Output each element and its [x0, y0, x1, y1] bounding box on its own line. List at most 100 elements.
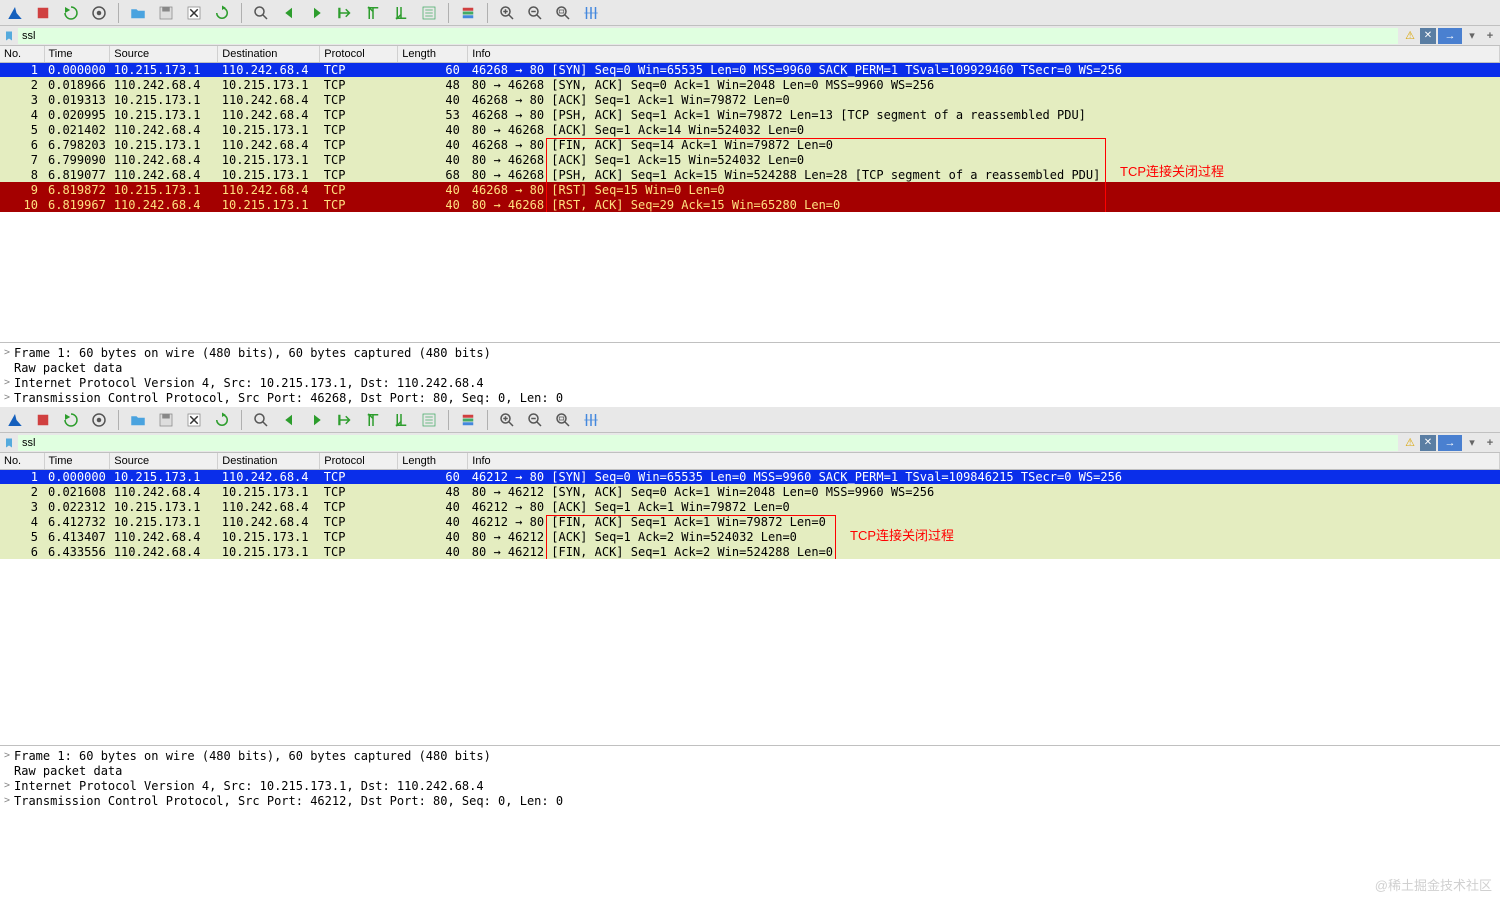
options-icon[interactable]: [88, 409, 110, 431]
col-destination[interactable]: Destination: [218, 46, 320, 62]
go-first-icon[interactable]: [362, 2, 384, 24]
expand-arrow-icon[interactable]: >: [4, 780, 14, 791]
zoom-reset-icon[interactable]: [552, 409, 574, 431]
jump-icon[interactable]: [334, 409, 356, 431]
zoom-in-icon[interactable]: [496, 2, 518, 24]
table-row[interactable]: 10.00000010.215.173.1110.242.68.4TCP6046…: [0, 469, 1500, 484]
options-icon[interactable]: [88, 2, 110, 24]
col-protocol[interactable]: Protocol: [320, 46, 398, 62]
col-time[interactable]: Time: [44, 453, 110, 469]
zoom-in-icon[interactable]: [496, 409, 518, 431]
col-length[interactable]: Length: [398, 453, 468, 469]
expand-arrow-icon[interactable]: >: [4, 750, 14, 761]
bookmark-icon[interactable]: [2, 436, 16, 450]
detail-row[interactable]: >Transmission Control Protocol, Src Port…: [0, 390, 1500, 405]
table-row[interactable]: 76.799090110.242.68.410.215.173.1TCP4080…: [0, 152, 1500, 167]
filter-dropdown-icon[interactable]: ▾: [1464, 28, 1480, 44]
expand-arrow-icon[interactable]: >: [4, 392, 14, 403]
filter-apply-icon[interactable]: →: [1438, 435, 1462, 451]
filter-clear-icon[interactable]: ✕: [1420, 28, 1436, 44]
zoom-out-icon[interactable]: [524, 409, 546, 431]
filter-apply-icon[interactable]: →: [1438, 28, 1462, 44]
table-row[interactable]: 106.819967110.242.68.410.215.173.1TCP408…: [0, 197, 1500, 212]
bookmark-icon[interactable]: [2, 29, 16, 43]
table-row[interactable]: 30.01931310.215.173.1110.242.68.4TCP4046…: [0, 92, 1500, 107]
table-row[interactable]: 20.018966110.242.68.410.215.173.1TCP4880…: [0, 77, 1500, 92]
go-last-icon[interactable]: [390, 409, 412, 431]
packet-details[interactable]: >Frame 1: 60 bytes on wire (480 bits), 6…: [0, 745, 1500, 810]
column-headers[interactable]: No. Time Source Destination Protocol Len…: [0, 453, 1500, 469]
open-icon[interactable]: [127, 2, 149, 24]
table-row[interactable]: 40.02099510.215.173.1110.242.68.4TCP5346…: [0, 107, 1500, 122]
col-length[interactable]: Length: [398, 46, 468, 62]
resize-cols-icon[interactable]: [580, 409, 602, 431]
detail-row[interactable]: >Internet Protocol Version 4, Src: 10.21…: [0, 375, 1500, 390]
column-headers[interactable]: No. Time Source Destination Protocol Len…: [0, 46, 1500, 62]
go-first-icon[interactable]: [362, 409, 384, 431]
table-row[interactable]: 66.433556110.242.68.410.215.173.1TCP4080…: [0, 544, 1500, 559]
table-row[interactable]: 56.413407110.242.68.410.215.173.1TCP4080…: [0, 529, 1500, 544]
prev-icon[interactable]: [278, 409, 300, 431]
zoom-out-icon[interactable]: [524, 2, 546, 24]
display-filter-input[interactable]: [18, 435, 1398, 451]
restart-icon[interactable]: [60, 2, 82, 24]
filter-add-icon[interactable]: +: [1482, 28, 1498, 44]
colorize-icon[interactable]: [457, 409, 479, 431]
col-protocol[interactable]: Protocol: [320, 453, 398, 469]
filter-dropdown-icon[interactable]: ▾: [1464, 435, 1480, 451]
open-icon[interactable]: [127, 409, 149, 431]
expand-arrow-icon[interactable]: >: [4, 347, 14, 358]
reload-icon[interactable]: [211, 2, 233, 24]
col-time[interactable]: Time: [44, 46, 110, 62]
jump-icon[interactable]: [334, 2, 356, 24]
packet-details[interactable]: >Frame 1: 60 bytes on wire (480 bits), 6…: [0, 342, 1500, 407]
col-destination[interactable]: Destination: [218, 453, 320, 469]
resize-cols-icon[interactable]: [580, 2, 602, 24]
next-icon[interactable]: [306, 2, 328, 24]
packet-list[interactable]: No. Time Source Destination Protocol Len…: [0, 46, 1500, 342]
col-info[interactable]: Info: [468, 453, 1500, 469]
find-icon[interactable]: [250, 2, 272, 24]
detail-row[interactable]: Raw packet data: [0, 763, 1500, 778]
table-row[interactable]: 30.02231210.215.173.1110.242.68.4TCP4046…: [0, 499, 1500, 514]
reload-icon[interactable]: [211, 409, 233, 431]
detail-row[interactable]: >Internet Protocol Version 4, Src: 10.21…: [0, 778, 1500, 793]
zoom-reset-icon[interactable]: [552, 2, 574, 24]
display-filter-input[interactable]: [18, 28, 1398, 44]
col-no[interactable]: No.: [0, 453, 44, 469]
expand-arrow-icon[interactable]: >: [4, 795, 14, 806]
filter-add-icon[interactable]: +: [1482, 435, 1498, 451]
col-info[interactable]: Info: [468, 46, 1500, 62]
restart-icon[interactable]: [60, 409, 82, 431]
filter-clear-icon[interactable]: ✕: [1420, 435, 1436, 451]
auto-scroll-icon[interactable]: [418, 409, 440, 431]
col-source[interactable]: Source: [110, 46, 218, 62]
shark-fin-icon[interactable]: [4, 409, 26, 431]
detail-row[interactable]: >Transmission Control Protocol, Src Port…: [0, 793, 1500, 808]
table-row[interactable]: 66.79820310.215.173.1110.242.68.4TCP4046…: [0, 137, 1500, 152]
col-source[interactable]: Source: [110, 453, 218, 469]
expand-arrow-icon[interactable]: >: [4, 377, 14, 388]
auto-scroll-icon[interactable]: [418, 2, 440, 24]
table-row[interactable]: 10.00000010.215.173.1110.242.68.4TCP6046…: [0, 62, 1500, 77]
stop-icon[interactable]: [32, 2, 54, 24]
detail-row[interactable]: >Frame 1: 60 bytes on wire (480 bits), 6…: [0, 345, 1500, 360]
go-last-icon[interactable]: [390, 2, 412, 24]
table-row[interactable]: 50.021402110.242.68.410.215.173.1TCP4080…: [0, 122, 1500, 137]
detail-row[interactable]: >Frame 1: 60 bytes on wire (480 bits), 6…: [0, 748, 1500, 763]
packet-list[interactable]: No. Time Source Destination Protocol Len…: [0, 453, 1500, 745]
prev-icon[interactable]: [278, 2, 300, 24]
table-row[interactable]: 20.021608110.242.68.410.215.173.1TCP4880…: [0, 484, 1500, 499]
table-row[interactable]: 46.41273210.215.173.1110.242.68.4TCP4046…: [0, 514, 1500, 529]
close-icon[interactable]: [183, 409, 205, 431]
colorize-icon[interactable]: [457, 2, 479, 24]
find-icon[interactable]: [250, 409, 272, 431]
save-icon[interactable]: [155, 409, 177, 431]
shark-fin-icon[interactable]: [4, 2, 26, 24]
col-no[interactable]: No.: [0, 46, 44, 62]
detail-row[interactable]: Raw packet data: [0, 360, 1500, 375]
stop-icon[interactable]: [32, 409, 54, 431]
table-row[interactable]: 86.819077110.242.68.410.215.173.1TCP6880…: [0, 167, 1500, 182]
table-row[interactable]: 96.81987210.215.173.1110.242.68.4TCP4046…: [0, 182, 1500, 197]
next-icon[interactable]: [306, 409, 328, 431]
